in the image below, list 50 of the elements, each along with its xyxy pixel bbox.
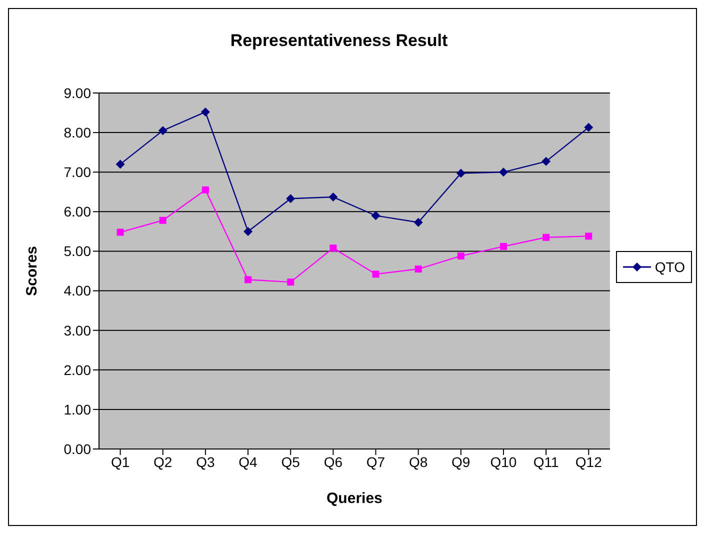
y-tick-label: 8.00 — [64, 124, 92, 141]
point — [202, 186, 209, 194]
point — [371, 211, 380, 220]
y-tick-label: 1.00 — [64, 401, 92, 418]
point — [328, 192, 338, 202]
x-tick-label: Q11 — [533, 454, 559, 470]
x-tick-label: Q9 — [452, 454, 470, 470]
point — [457, 252, 464, 260]
point — [244, 226, 253, 236]
point — [158, 126, 168, 136]
point — [286, 194, 296, 204]
point — [116, 228, 124, 236]
point — [287, 278, 294, 286]
point — [116, 160, 125, 169]
x-tick-label: Q5 — [281, 454, 300, 470]
point — [200, 107, 210, 116]
x-tick-label: Q6 — [324, 454, 343, 470]
point — [159, 216, 166, 224]
y-tick-label: 9.00 — [64, 84, 92, 101]
point — [500, 242, 507, 250]
point — [584, 122, 594, 132]
y-tick-label: 2.00 — [64, 362, 92, 378]
point — [330, 244, 337, 252]
point — [542, 156, 551, 166]
point — [456, 168, 466, 178]
point — [244, 276, 252, 284]
point — [414, 266, 422, 273]
y-tick-label: 6.00 — [64, 204, 92, 220]
x-tick-label: Q8 — [408, 454, 428, 470]
y-tick-label: 0.00 — [64, 440, 92, 457]
x-tick-label: Q2 — [154, 454, 172, 470]
x-axis-title: Queries — [326, 490, 382, 507]
chart-title: Representativeness Result — [229, 31, 449, 51]
y-tick-label: 7.00 — [64, 164, 92, 180]
point — [542, 234, 550, 241]
y-tick-label: 4.00 — [64, 282, 92, 299]
x-tick-label: Q12 — [575, 454, 602, 470]
point — [585, 232, 592, 240]
x-tick-label: Q3 — [196, 454, 215, 470]
y-tick-label: 3.00 — [64, 322, 92, 338]
y-tick-label: 5.00 — [64, 243, 92, 260]
point — [498, 168, 508, 177]
point — [414, 218, 423, 227]
x-tick-label: Q10 — [490, 454, 517, 470]
point — [372, 270, 380, 278]
y-axis-title: Scores — [23, 246, 40, 296]
legend-label: QTO — [654, 259, 685, 275]
x-tick-label: Q4 — [238, 454, 258, 470]
x-tick-label: Q7 — [366, 454, 386, 470]
x-tick-label: Q1 — [110, 454, 130, 470]
